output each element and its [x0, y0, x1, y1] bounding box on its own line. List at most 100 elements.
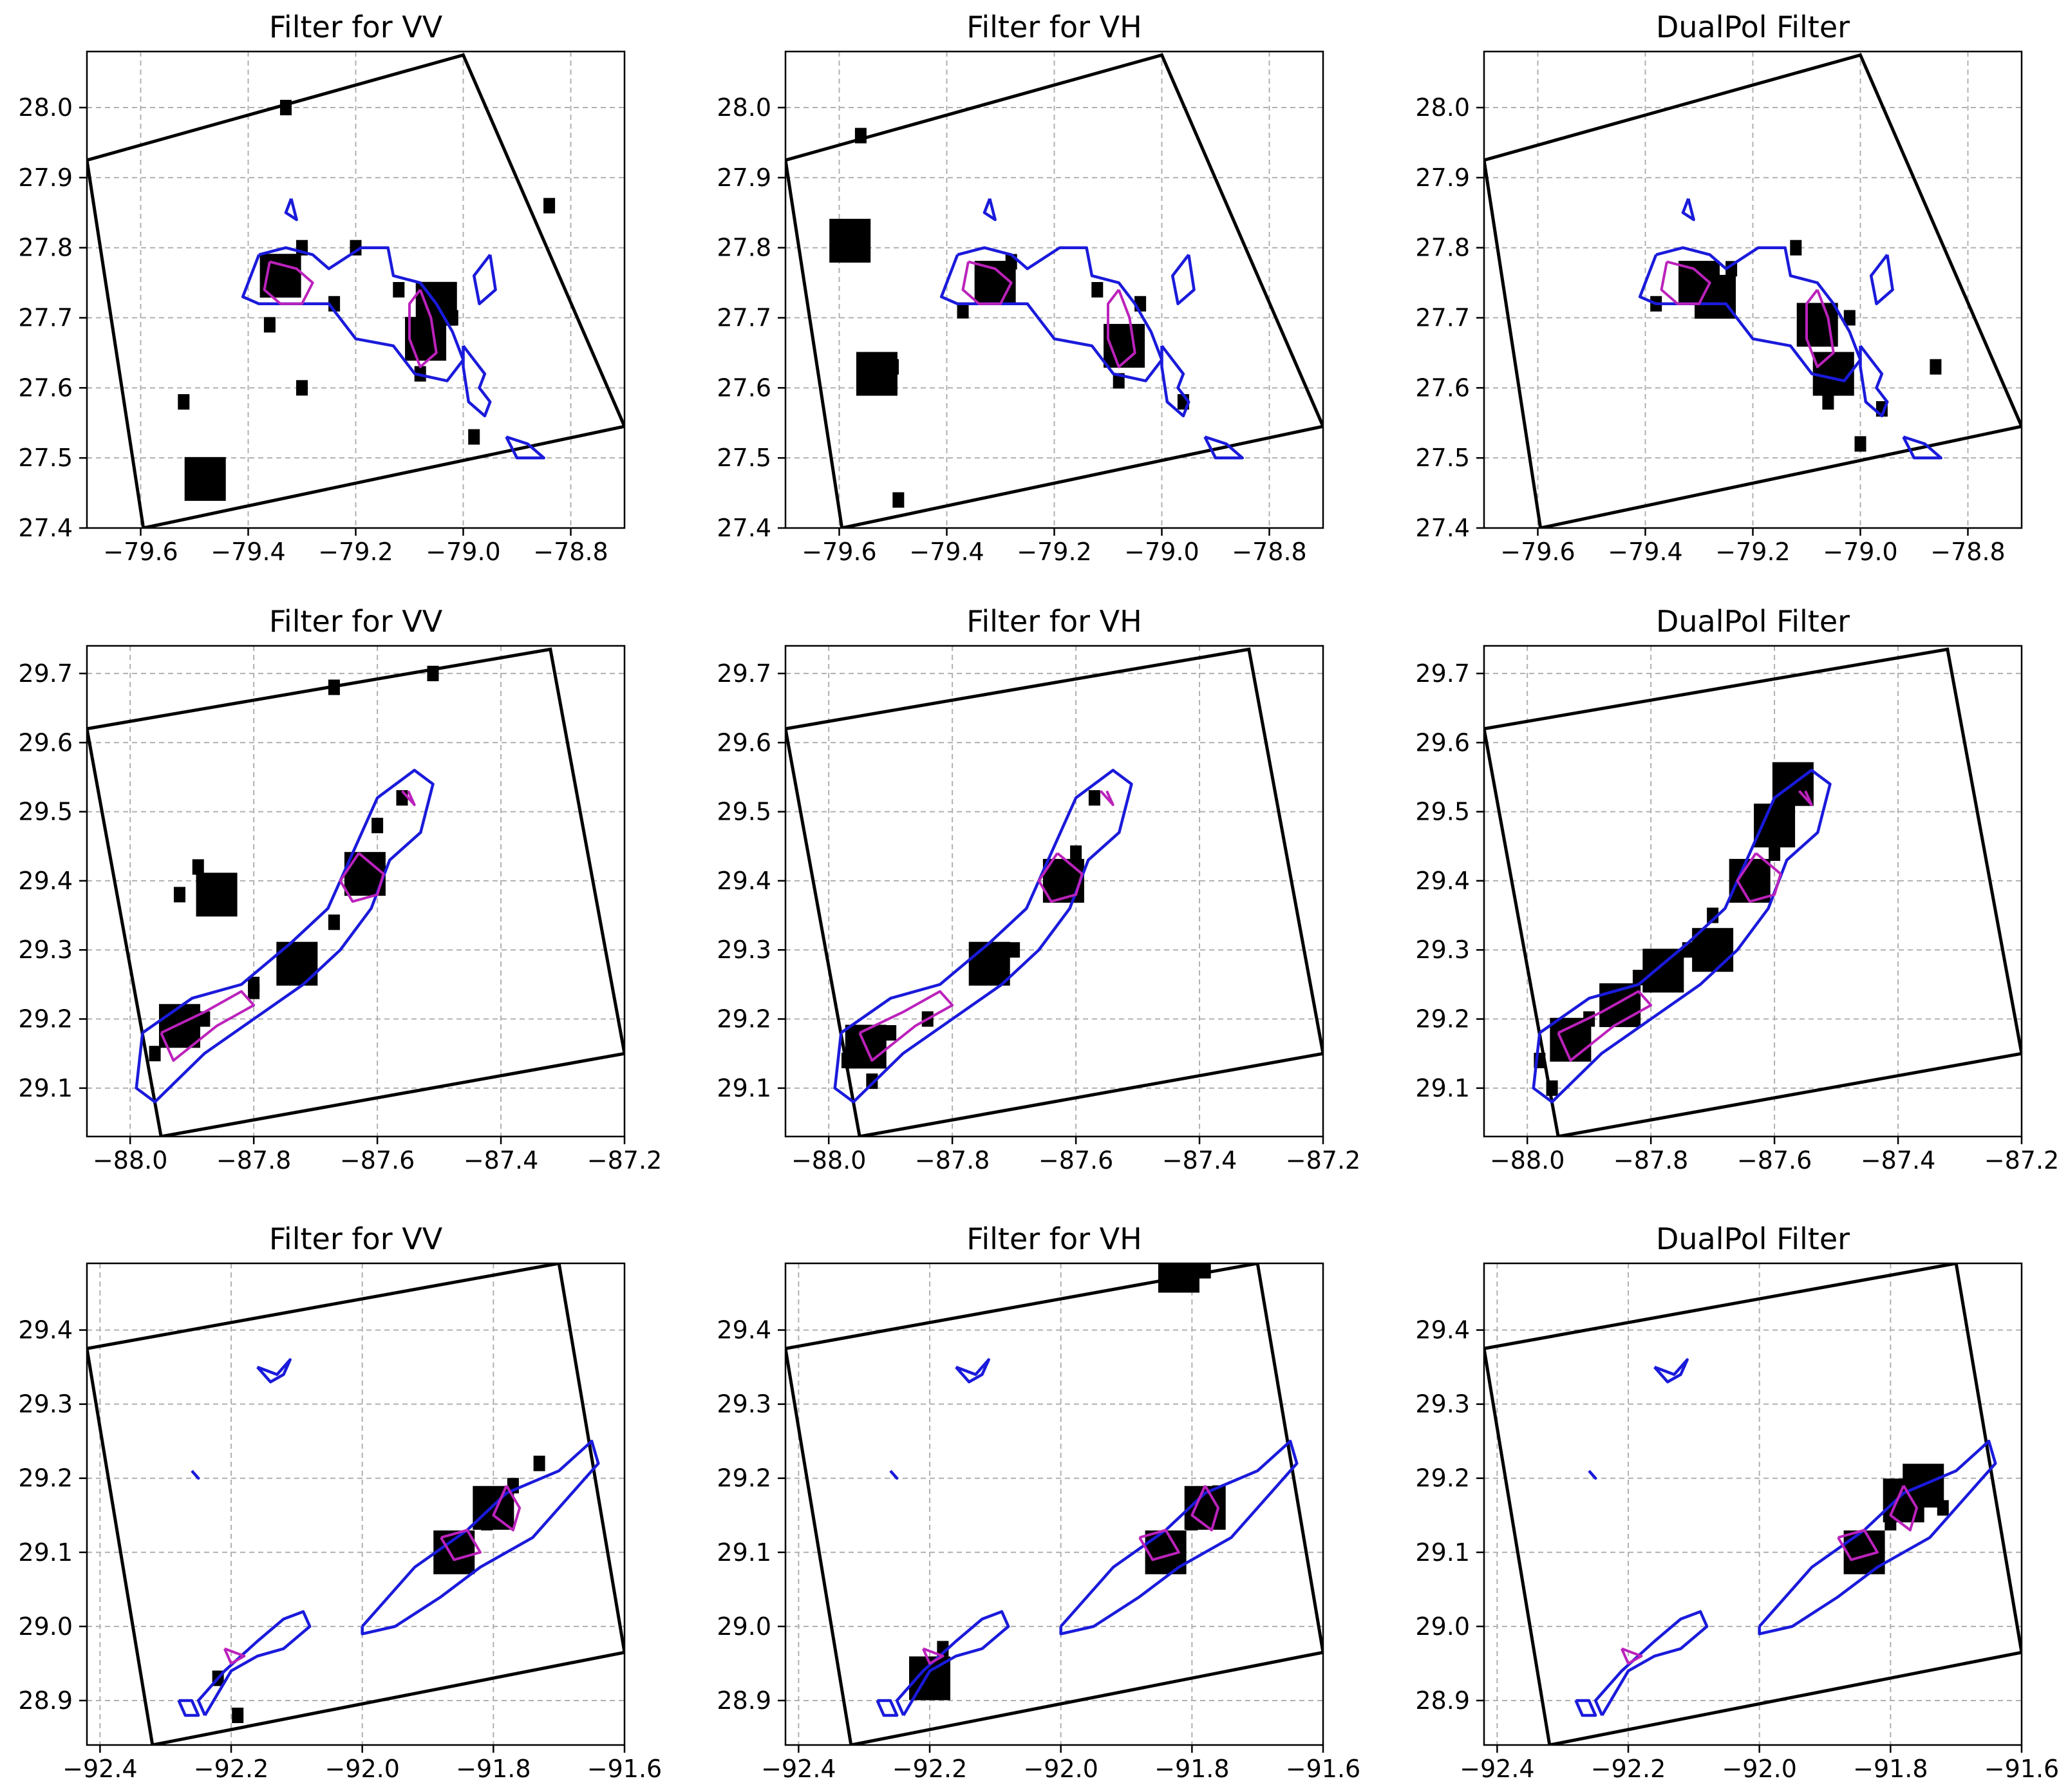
panel-r2-c1-pixel-patch-12: [328, 679, 340, 695]
panel-r2-c2-pixel-patch-1: [885, 1025, 897, 1041]
panel-r1-c1-pixel-patch-8: [296, 380, 308, 396]
panel-r3-c3-outer-contour-0: [1758, 1439, 1997, 1636]
panel-r1-c3-ytick-label-1: 27.5: [1415, 444, 1470, 472]
panel-r3-c1-ytick-label-5: 29.4: [18, 1316, 73, 1344]
panel-r2-c1-ytick-label-1: 29.2: [18, 1005, 73, 1033]
panel-r3-c2-outer-contour-3: [955, 1358, 990, 1384]
panel-r3-c1-scene-frame: [87, 1263, 625, 1745]
panel-r3-c1-ytick-label-4: 29.3: [18, 1390, 73, 1419]
panel-r2-c3-pixel-block-0: [1550, 1017, 1592, 1062]
panel-r3-c2: −92.4 −92.2 −92.0 −91.8 −91.6 28.9 29.0 29.1 29.…: [717, 1221, 1360, 1783]
panel-r3-c1-axes-box: [86, 1262, 626, 1746]
panel-r1-c3: −79.6 −79.4 −79.2 −79.0 −78.8 27.4 27.5 27.6 27.…: [1415, 10, 2023, 566]
panel-r1-c1-outer-contour-3: [505, 435, 545, 460]
panel-r2-c1-xtick-label-3: −87.4: [464, 1146, 538, 1174]
panel-r3-c1-xtick-label-0: −92.4: [62, 1755, 137, 1783]
panel-r3-c2-ytick-label-3: 29.2: [717, 1464, 771, 1493]
panel-r1-c1-xtick-label-2: −79.2: [318, 538, 393, 566]
panel-r2-c3-pixel-block-2: [1642, 948, 1684, 993]
panel-r1-c1-pixel-patch-4: [393, 282, 405, 297]
panel-r3-c3-xtick-label-2: −92.0: [1722, 1755, 1796, 1783]
panel-r1-c1-plot-area: [87, 53, 625, 528]
panel-r2-c1-inner-contour-2: [400, 790, 416, 806]
panel-r3-c2-pixel-block-3: [1158, 1263, 1199, 1293]
panel-r3-c3-ytick-label-5: 29.4: [1415, 1316, 1470, 1344]
panel-r1-c1-inner-contour-0: [263, 260, 314, 305]
panel-r3-c2-title: Filter for VH: [966, 1221, 1142, 1256]
panel-r1-c3-xtick-label-2: −79.2: [1715, 538, 1790, 566]
panel-r2-c1-xtick-label-0: −88.0: [93, 1146, 167, 1174]
panel-r1-c3-plot-area: [1484, 53, 2022, 528]
panel-r2-c2-pixel-patch-4: [1008, 942, 1020, 958]
panel-r3-c2-plot-area: [785, 1263, 1323, 1745]
panel-r2-c1-ytick-label-5: 29.6: [18, 728, 73, 757]
panel-r1-c3-ytick-label-4: 27.8: [1415, 234, 1470, 262]
panel-r2-c1-inner-contour-0: [160, 990, 256, 1062]
panel-r3-c2-xtick-label-2: −92.0: [1023, 1755, 1098, 1783]
panel-r2-c3-inner-contour-0: [1557, 990, 1653, 1062]
panel-r2-c3-scene-frame: [1484, 647, 2022, 1137]
panel-r2-c3: −88.0 −87.8 −87.6 −87.4 −87.2 29.1 29.2 29.3 29.…: [1415, 604, 2059, 1174]
panel-r3-c1-ytick-label-3: 29.2: [18, 1464, 73, 1493]
panel-r1-c1-xtick-label-4: −78.8: [533, 538, 608, 566]
panel-r1-c1-pixel-patch-11: [543, 198, 556, 214]
panel-r1-c2-xtick-label-4: −78.8: [1232, 538, 1306, 566]
panel-r2-c3-ytick-label-0: 29.1: [1415, 1074, 1470, 1102]
panel-r2-c3-xtick-label-0: −88.0: [1490, 1146, 1565, 1174]
panel-r2-c1-pixel-patch-11: [248, 976, 260, 992]
panel-r2-c3-pixel-block-4: [1729, 858, 1771, 903]
panel-r2-c1: −88.0 −87.8 −87.6 −87.4 −87.2 29.1 29.2 29.3 29.…: [18, 604, 662, 1174]
panel-r2-c2-xtick-label-1: −87.8: [915, 1146, 990, 1174]
panel-r3-c3-plot-area: [1484, 1263, 2022, 1745]
panel-r2-c3-pixel-patch-6: [1769, 845, 1781, 861]
panel-r2-c2-ytick-label-4: 29.5: [717, 798, 771, 826]
panel-r2-c2-scene-frame: [785, 647, 1323, 1137]
panel-r2-c2-ytick-label-2: 29.3: [717, 936, 771, 964]
panel-r2-c2-ytick-label-0: 29.1: [717, 1074, 771, 1102]
panel-r1-c2-outer-contour-2: [1170, 254, 1196, 306]
panel-r1-c2-ytick-label-1: 27.5: [717, 444, 771, 472]
panel-r2-c3-ytick-label-1: 29.2: [1415, 1005, 1470, 1033]
panel-r2-c3-pixel-block-5: [1754, 804, 1796, 848]
panel-r1-c2-ytick-label-6: 28.0: [717, 93, 771, 122]
panel-r1-c1-xtick-label-1: −79.4: [211, 538, 285, 566]
panel-r2-c2-axes-box: [784, 645, 1324, 1138]
panel-r1-c1-outer-contour-1: [462, 344, 492, 418]
panel-r1-c3-pixel-block-2: [1812, 352, 1854, 396]
panel-r3-c3-scene-frame: [1484, 1263, 2022, 1745]
panel-r1-c1-ytick-label-3: 27.7: [18, 304, 73, 332]
panel-r3-c1-outer-contour-4: [191, 1469, 200, 1480]
panel-r2-c3-xtick-label-3: −87.4: [1861, 1146, 1935, 1174]
panel-r1-c1-ytick-label-4: 27.8: [18, 234, 73, 262]
panel-r1-c2-xtick-label-2: −79.2: [1017, 538, 1091, 566]
panel-r1-c2-ytick-label-2: 27.6: [717, 373, 771, 402]
panel-r2-c3-outer-contour-0: [1532, 768, 1832, 1104]
panel-r1-c2-ytick-label-4: 27.8: [717, 234, 771, 262]
panel-r3-c2-xtick-label-3: −91.8: [1154, 1755, 1229, 1783]
panel-r2-c3-pixel-block-3: [1692, 928, 1734, 972]
panel-r2-c3-xtick-label-2: −87.6: [1737, 1146, 1812, 1174]
panel-r1-c2-title: Filter for VH: [966, 10, 1142, 44]
panel-r2-c3-xtick-label-4: −87.2: [1984, 1146, 2059, 1174]
panel-r3-c3-ytick-label-0: 28.9: [1415, 1686, 1470, 1715]
panel-r1-c1-ytick-label-0: 27.4: [18, 514, 73, 542]
panel-r1-c3-pixel-patch-6: [1930, 359, 1942, 375]
panel-r3-c1-ytick-label-0: 28.9: [18, 1686, 73, 1715]
panel-r2-c1-pixel-patch-0: [149, 1046, 161, 1062]
panel-r1-c2-pixel-block-3: [829, 218, 871, 263]
panel-r1-c3-ytick-label-2: 27.6: [1415, 373, 1470, 402]
panel-r2-c1-plot-area: [87, 647, 625, 1137]
panel-r1-c2-outer-contour-3: [1203, 435, 1244, 460]
panel-r2-c1-outer-contour-0: [135, 768, 435, 1104]
panel-r1-c1-ytick-label-1: 27.5: [18, 444, 73, 472]
panel-r3-c1-title: Filter for VV: [269, 1221, 443, 1256]
panel-r3-c1-xtick-label-1: −92.2: [194, 1755, 268, 1783]
panel-r3-c1: −92.4 −92.2 −92.0 −91.8 −91.6 28.9 29.0 29.1 29.…: [18, 1221, 662, 1783]
panel-r2-c1-pixel-patch-1: [198, 1011, 211, 1027]
panel-r3-c2-outer-contour-4: [889, 1469, 899, 1480]
panel-r1-c3-title: DualPol Filter: [1656, 10, 1850, 44]
panel-r2-c1-scene-frame: [87, 647, 625, 1137]
panel-r3-c3-inner-contour-2: [1621, 1647, 1643, 1665]
panel-r3-c1-xtick-label-4: −91.6: [587, 1755, 662, 1783]
panel-r3-c2-pixel-patch-5: [1199, 1263, 1211, 1279]
